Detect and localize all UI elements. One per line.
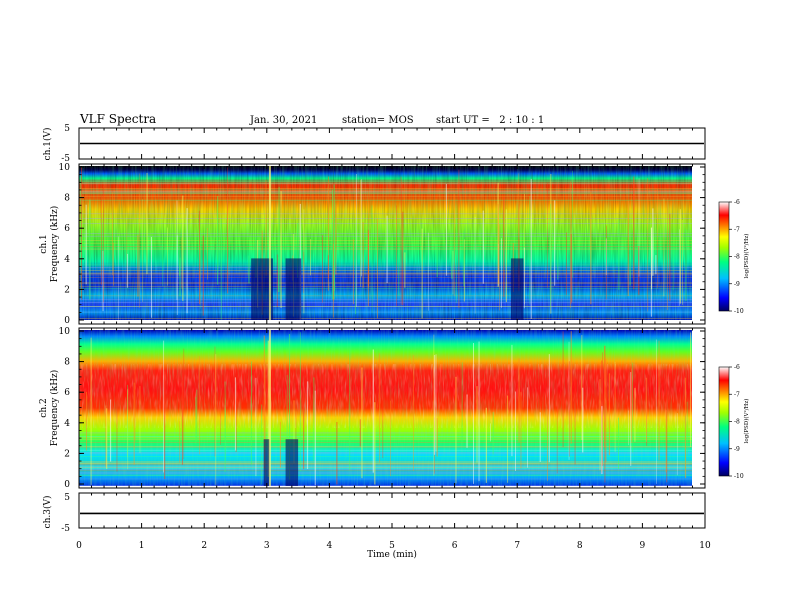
y-tick-label: 4 (64, 255, 70, 265)
x-tick-label: 8 (577, 541, 583, 551)
x-axis-tick-labels: 0 1 2 3 4 5 6 7 8 9 10 (76, 541, 711, 551)
colorbar-tick-label: -10 (734, 473, 744, 480)
y-tick-label: 8 (64, 358, 70, 368)
ch3-waveform-frame (78, 492, 706, 529)
y-tick-label: 0 (64, 316, 70, 326)
time-ticks (78, 128, 706, 528)
y-tick-label: 2 (64, 449, 70, 459)
ch1-spectrogram-panel: 0 2 4 6 8 10 ch.1 Frequency (kHz) (39, 163, 706, 326)
ch2-colorbar-ramp (718, 366, 730, 477)
x-tick-label: 3 (264, 541, 270, 551)
y-tick-label: 6 (64, 224, 70, 234)
quiet-interval (285, 258, 302, 320)
ch1-spectrogram-yticks: 0 2 4 6 8 10 (59, 163, 705, 326)
colorbar-tick-label: -8 (734, 254, 740, 261)
ch1-waveform-ylabel: ch.1(V) (42, 128, 53, 161)
ch2-colorbar-ticks: -6 -7 -8 -9 -10 (729, 364, 744, 480)
ch2-spectrogram-panel: 0 2 4 6 8 10 ch.2 Frequency (kHz) (39, 327, 706, 490)
y-tick-label: 8 (64, 194, 70, 204)
y-tick-label: 2 (64, 285, 70, 295)
ch2-colorbar: -6 -7 -8 -9 -10 log(PSD)(V²/Hz) (718, 364, 750, 480)
ch1-colorbar-label: log(PSD)(V²/Hz) (743, 234, 750, 279)
x-tick-label: 1 (139, 541, 145, 551)
y-tick-label: 4 (64, 419, 70, 429)
colorbar-tick-label: -7 (734, 391, 740, 398)
x-tick-label: 0 (76, 541, 82, 551)
ch1-colorbar-ramp (718, 201, 730, 312)
x-tick-label: 10 (699, 541, 711, 551)
ch1-spectrogram-ylabel-frequency: Frequency (kHz) (49, 206, 60, 283)
figure-title: VLF Spectra (79, 112, 156, 126)
header-date: Jan. 30, 2021 (249, 115, 317, 126)
ch3-waveform-ytick-bottom: -5 (61, 524, 70, 534)
y-tick-label: 0 (64, 480, 70, 490)
y-tick-label: 6 (64, 388, 70, 398)
ch1-waveform-ytick-bottom: -5 (61, 154, 70, 164)
colorbar-tick-label: -8 (734, 419, 740, 426)
ch1-colorbar: -6 -7 -8 -9 -10 log(PSD)(V²/Hz) (718, 199, 750, 315)
colorbar-tick-label: -9 (734, 446, 740, 453)
quiet-interval (251, 258, 274, 320)
quiet-interval (285, 439, 299, 486)
ch3-waveform-ylabel: ch.3(V) (42, 496, 53, 529)
quiet-interval (510, 258, 524, 320)
y-tick-label: 10 (59, 327, 71, 337)
ch2-spectrogram-texture-2 (79, 364, 692, 428)
x-tick-label: 7 (514, 541, 520, 551)
x-tick-label: 4 (327, 541, 333, 551)
ch2-spectrogram-yticks: 0 2 4 6 8 10 (59, 327, 705, 490)
x-tick-label: 2 (201, 541, 207, 551)
x-tick-label: 6 (452, 541, 458, 551)
header-station: station= MOS (342, 115, 414, 126)
colorbar-tick-label: -6 (734, 199, 740, 206)
ch3-waveform-ytick-top: 5 (64, 493, 70, 503)
x-axis-label: Time (min) (367, 549, 417, 560)
colorbar-tick-label: -9 (734, 281, 740, 288)
x-tick-label: 5 (389, 541, 395, 551)
ch1-spectrogram-ylabel-channel: ch.1 (39, 234, 49, 253)
header-start-time: start UT = 2 : 10 : 1 (436, 115, 544, 126)
colorbar-tick-label: -6 (734, 364, 740, 371)
quiet-interval (263, 439, 270, 486)
ch2-colorbar-label: log(PSD)(V²/Hz) (743, 399, 750, 444)
ch2-spectrogram-ylabel-frequency: Frequency (kHz) (49, 370, 60, 447)
x-tick-label: 9 (640, 541, 646, 551)
colorbar-tick-label: -7 (734, 226, 740, 233)
colorbar-tick-label: -10 (734, 308, 744, 315)
ch1-colorbar-ticks: -6 -7 -8 -9 -10 (729, 199, 744, 315)
y-tick-label: 10 (59, 163, 71, 173)
ch1-waveform-ytick-top: 5 (64, 124, 70, 134)
ch2-spectrogram-ylabel-channel: ch.2 (39, 398, 49, 417)
